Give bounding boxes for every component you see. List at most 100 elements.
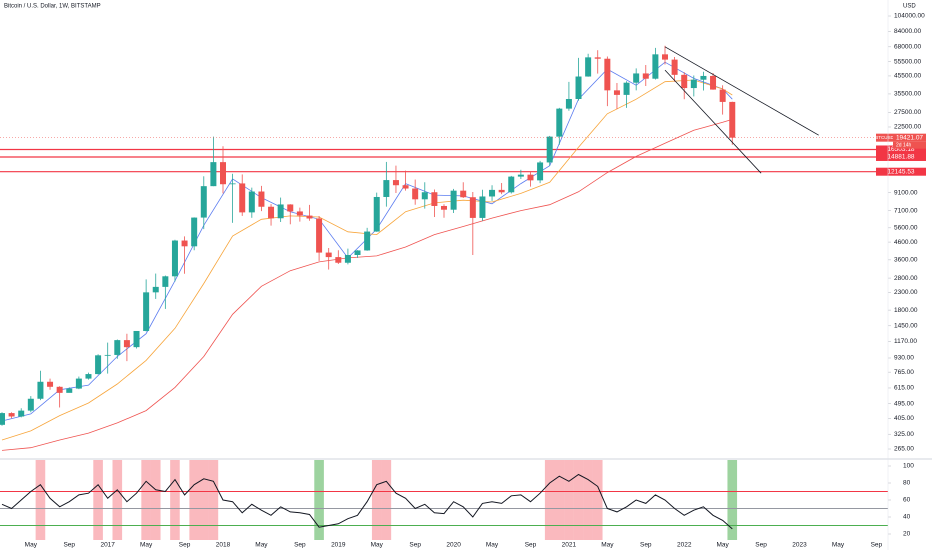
y-tick-label: 765.00 (894, 369, 914, 376)
candle-body (123, 340, 130, 348)
candle-body (623, 82, 630, 95)
candle-body (287, 204, 294, 212)
x-tick-label: Sep (525, 542, 537, 549)
level-label: 16503.18 (887, 146, 914, 153)
y-tick-label: 325.00 (894, 431, 914, 438)
candle-body (412, 188, 419, 200)
candle-body (133, 330, 140, 348)
y-tick-label: 3600.00 (894, 257, 918, 264)
candle-body (85, 374, 92, 379)
candle-body (517, 174, 524, 177)
candle-body (143, 292, 150, 331)
overbought-zone (170, 460, 180, 540)
y-tick-label: 27500.00 (894, 109, 921, 116)
x-tick-label: Sep (63, 542, 75, 549)
candle-body (556, 108, 563, 137)
y-tick-label: 9100.00 (894, 189, 918, 196)
candle-body (662, 54, 668, 60)
x-tick-label: Sep (871, 542, 883, 549)
candle-body (441, 205, 447, 210)
overbought-zone (208, 460, 219, 540)
candle-body (373, 196, 380, 232)
y-tick-label: 100 (903, 463, 914, 470)
candle-body (18, 410, 25, 417)
overbought-zone (544, 460, 555, 540)
rsi-line (1, 473, 733, 530)
y-tick-label: 930.00 (894, 355, 914, 362)
candle-body (181, 240, 188, 247)
y-tick-label: 1170.00 (894, 338, 917, 345)
overbought-zone (371, 460, 382, 540)
candle-body (585, 57, 592, 77)
y-tick-label: 2300.00 (894, 289, 918, 296)
overbought-zone (150, 460, 161, 540)
candle-body (642, 73, 649, 79)
candle-body (191, 217, 198, 247)
candle-body (95, 355, 102, 375)
candle-body (306, 215, 313, 219)
x-tick-label: 2022 (677, 542, 692, 549)
candle-body (450, 190, 457, 210)
candle-body (575, 76, 582, 99)
candle-body (527, 174, 534, 181)
y-tick-label: 104000.00 (894, 13, 925, 20)
y-tick-label: 2800.00 (894, 275, 918, 282)
candle-body (489, 189, 496, 197)
y-tick-label: 35500.00 (894, 91, 921, 98)
candle-body (613, 90, 620, 95)
candle-body (268, 206, 275, 219)
y-tick-label: 22500.00 (894, 124, 921, 131)
y-tick-label: 405.00 (894, 415, 914, 422)
overbought-zone (198, 460, 209, 540)
candle-body (344, 254, 351, 263)
x-tick-label: Sep (640, 542, 652, 549)
candle-body (681, 74, 688, 89)
x-tick-label: 2023 (792, 542, 807, 549)
y-tick-label: 68000.00 (894, 44, 921, 51)
candle-body (171, 240, 178, 277)
candle-body (671, 59, 678, 75)
candle-body (508, 176, 515, 193)
trendline (664, 69, 762, 174)
overbought-zone (112, 460, 123, 540)
y-tick-label: 495.00 (894, 400, 914, 407)
candle-body (0, 413, 5, 425)
candle-body (56, 386, 63, 393)
countdown-box (893, 141, 926, 149)
overbought-zone (592, 460, 603, 540)
level-box (876, 167, 926, 176)
candle-body (248, 191, 255, 213)
overbought-zone (554, 460, 565, 540)
trendline (664, 46, 819, 136)
rsi-pane (0, 460, 888, 540)
candle-body (66, 388, 73, 393)
candle-body (335, 257, 342, 263)
y-tick-label: 1450.00 (894, 323, 918, 330)
oversold-zone (727, 460, 738, 540)
candle-body (104, 354, 111, 356)
candle-body (47, 381, 54, 387)
overbought-zone (381, 460, 392, 540)
x-tick-label: Sep (294, 542, 306, 549)
level-label: 14881.88 (887, 154, 914, 161)
symbol-label: BTCUSD (875, 135, 894, 140)
candle-body (27, 398, 34, 411)
candle-body (460, 190, 467, 198)
x-tick-label: 2018 (216, 542, 231, 549)
candle-body (114, 340, 121, 355)
candle-body (220, 162, 226, 185)
countdown-label: 2d 14h (896, 142, 912, 148)
candle-body (37, 381, 44, 399)
y-tick-label: 55500.00 (894, 58, 921, 65)
candle-body (565, 98, 572, 109)
x-tick-label: Sep (755, 542, 767, 549)
y-tick-label: 615.00 (894, 385, 914, 392)
candle-body (277, 204, 284, 219)
symbol-box (876, 133, 893, 142)
x-tick-label: Sep (179, 542, 191, 549)
overbought-zone (583, 460, 593, 540)
candle-body (498, 189, 505, 193)
oversold-zone (314, 460, 324, 540)
